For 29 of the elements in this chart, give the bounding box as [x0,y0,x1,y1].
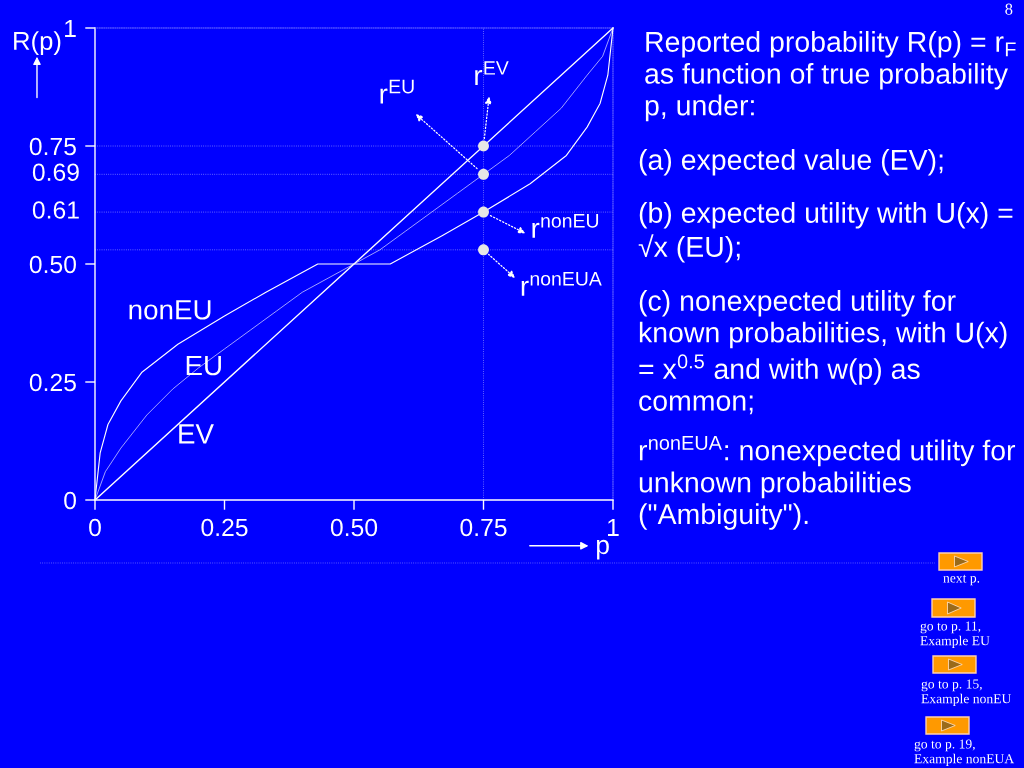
text: next p. [943,574,980,586]
series-label: EV [179,424,214,444]
text: 8 [1005,3,1013,15]
y-tick-label: 0.25 [29,373,76,392]
y-axis-title: R(p) [14,31,61,56]
series-label: nonEU [129,300,211,320]
text: (b) expected utility with U(x) = √x (EU); [638,202,1013,263]
annotation: r$^{EU}$ [380,79,414,104]
annotation: r$^{nonEU}$ [532,214,599,238]
text: Reported probability R(p) = r$_{F}$ as function of true probability p, under: [645,31,1016,122]
series-label: EU [186,355,221,376]
ref-line-label: 0.69 [32,163,79,181]
text: go to p. 15, Example nonEU [921,679,1012,707]
annotation: r$^{nonEUA}$ [521,272,602,296]
text: go to p. 11, Example EU [920,621,990,649]
y-tick-label: 0.50 [29,255,76,274]
text: (a) expected value (EV); [639,149,943,176]
ref-line-label: 0.61 [32,201,79,219]
text: (c) nonexpected utility for known probabilities, with U(x) = x$^{0.5}$ and with w(p) as common; [639,290,1007,415]
text: go to p. 19, Example nonEUA [914,739,1015,767]
y-tick-label: 0 [64,491,76,510]
x-tick-label: 0.50 [330,518,378,537]
y-tick-label: 0.75 [29,137,76,156]
y-tick-label: 1 [65,19,76,37]
x-tick-label: 0.25 [201,518,248,537]
x-axis-title: p [597,539,609,560]
x-tick-label: 0 [89,518,101,537]
x-tick-label: 0.75 [460,518,507,537]
x-tick-label: 1 [608,518,619,536]
